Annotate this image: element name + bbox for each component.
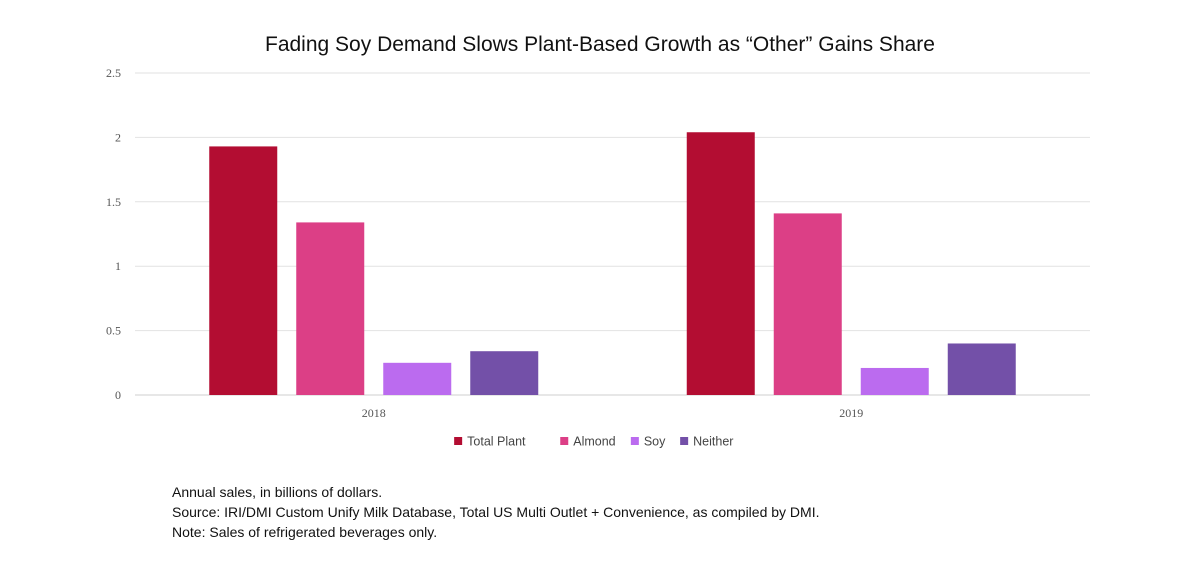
x-axis-ticks: 2018 2019 bbox=[362, 406, 864, 420]
bar-soy-2018 bbox=[383, 362, 452, 395]
bar-neither-2018 bbox=[470, 351, 539, 395]
legend-label-almond: Almond bbox=[573, 435, 615, 449]
chart-title: Fading Soy Demand Slows Plant-Based Grow… bbox=[265, 33, 935, 56]
x-tick-label: 2018 bbox=[362, 406, 386, 420]
legend: Total Plant Almond Soy Neither bbox=[454, 435, 733, 449]
bar-total-plant-2019 bbox=[686, 132, 755, 396]
y-tick-label: 0 bbox=[115, 388, 121, 402]
legend-swatch-almond bbox=[560, 437, 569, 445]
y-tick-label: 2.5 bbox=[106, 66, 121, 80]
legend-swatch-soy bbox=[630, 437, 639, 445]
bar-soy-2019 bbox=[860, 367, 929, 395]
legend-swatch-neither bbox=[680, 437, 689, 445]
x-tick-label: 2019 bbox=[839, 406, 863, 420]
legend-swatch-total-plant bbox=[454, 437, 463, 445]
bar-total-plant-2018 bbox=[209, 146, 278, 395]
legend-label-neither: Neither bbox=[693, 435, 733, 449]
gridlines bbox=[135, 72, 1090, 396]
legend-label-soy: Soy bbox=[644, 435, 666, 449]
legend-label-total-plant: Total Plant bbox=[467, 435, 526, 449]
chart-notes: Annual sales, in billions of dollars. So… bbox=[172, 482, 820, 542]
y-tick-label: 2 bbox=[115, 130, 121, 144]
bars bbox=[209, 132, 1016, 396]
source-note: Source: IRI/DMI Custom Unify Milk Databa… bbox=[172, 504, 820, 520]
scope-note: Note: Sales of refrigerated beverages on… bbox=[172, 524, 438, 540]
y-axis-ticks: 0 0.5 1 1.5 2 2.5 bbox=[106, 66, 121, 402]
bar-almond-2018 bbox=[296, 222, 365, 395]
bar-neither-2019 bbox=[947, 343, 1016, 395]
y-tick-label: 1.5 bbox=[106, 195, 121, 209]
bar-almond-2019 bbox=[773, 213, 842, 395]
y-tick-label: 1 bbox=[115, 259, 121, 273]
units-note: Annual sales, in billions of dollars. bbox=[172, 484, 383, 500]
y-tick-label: 0.5 bbox=[106, 324, 121, 338]
